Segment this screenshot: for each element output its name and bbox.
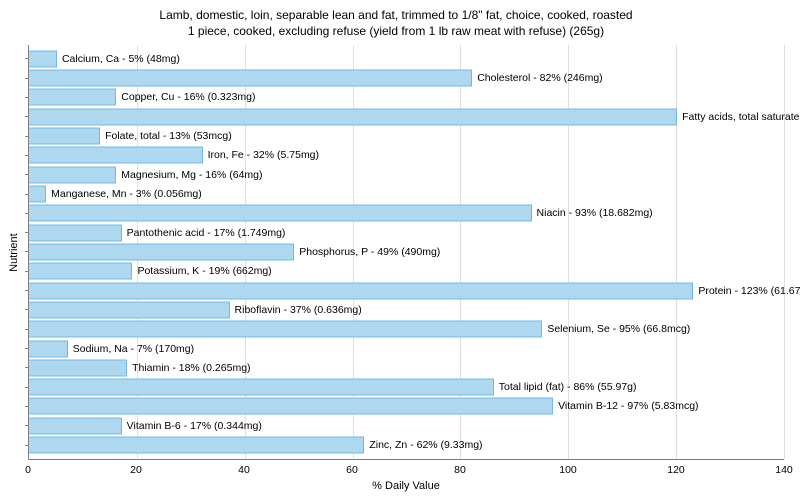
- x-tick-label: 40: [238, 464, 250, 476]
- bar-label: Iron, Fe - 32% (5.75mg): [208, 149, 319, 161]
- plot-area: Calcium, Ca - 5% (48mg) Cholesterol - 82%…: [28, 45, 784, 460]
- y-axis-title: Nutrient: [8, 45, 22, 460]
- bar-row: Pantothenic acid - 17% (1.749mg): [29, 224, 784, 242]
- bar-label: Magnesium, Mg - 16% (64mg): [121, 169, 262, 181]
- bar-label: Calcium, Ca - 5% (48mg): [62, 53, 180, 65]
- bar: [29, 301, 230, 318]
- bar: [29, 186, 46, 203]
- x-tick-label: 80: [454, 464, 466, 476]
- bar-row: Fatty acids, total saturated - 120% (24.…: [29, 108, 784, 126]
- bar-row: Protein - 123% (61.67g): [29, 282, 784, 300]
- bar-label: Zinc, Zn - 62% (9.33mg): [369, 439, 482, 451]
- x-tick-label: 0: [25, 464, 31, 476]
- bar-row: Cholesterol - 82% (246mg): [29, 69, 784, 87]
- bar: [29, 437, 364, 454]
- bar-label: Vitamin B-12 - 97% (5.83mcg): [558, 400, 698, 412]
- bar-row: Manganese, Mn - 3% (0.056mg): [29, 185, 784, 203]
- bar-row: Vitamin B-6 - 17% (0.344mg): [29, 417, 784, 435]
- chart-title-line1: Lamb, domestic, loin, separable lean and…: [38, 8, 754, 24]
- bar: [29, 398, 553, 415]
- bar-row: Selenium, Se - 95% (66.8mcg): [29, 320, 784, 338]
- bar: [29, 166, 116, 183]
- bar: [29, 147, 203, 164]
- chart-title-line2: 1 piece, cooked, excluding refuse (yield…: [38, 24, 754, 40]
- bar-row: Calcium, Ca - 5% (48mg): [29, 50, 784, 68]
- bar-label: Sodium, Na - 7% (170mg): [73, 343, 194, 355]
- bar-row: Potassium, K - 19% (662mg): [29, 262, 784, 280]
- bar-label: Total lipid (fat) - 86% (55.97g): [499, 381, 637, 393]
- x-tick-label: 20: [130, 464, 142, 476]
- bar: [29, 263, 132, 280]
- chart-title: Lamb, domestic, loin, separable lean and…: [8, 8, 784, 45]
- bar: [29, 108, 677, 125]
- bar: [29, 282, 693, 299]
- bar-row: Vitamin B-12 - 97% (5.83mcg): [29, 397, 784, 415]
- x-tick-label: 60: [346, 464, 358, 476]
- bar-row: Zinc, Zn - 62% (9.33mg): [29, 436, 784, 454]
- bar: [29, 50, 57, 67]
- bar-row: Phosphorus, P - 49% (490mg): [29, 243, 784, 261]
- gridline: [784, 45, 785, 459]
- plot-wrapper: Nutrient Calcium, Ca - 5% (48mg) Choleste…: [8, 45, 784, 460]
- bar-row: Iron, Fe - 32% (5.75mg): [29, 146, 784, 164]
- bar: [29, 89, 116, 106]
- bar-label: Copper, Cu - 16% (0.323mg): [121, 91, 255, 103]
- bar-label: Pantothenic acid - 17% (1.749mg): [127, 227, 286, 239]
- bar-label: Riboflavin - 37% (0.636mg): [235, 304, 362, 316]
- bar: [29, 379, 494, 396]
- bar: [29, 70, 472, 87]
- bar: [29, 243, 294, 260]
- bar: [29, 340, 68, 357]
- bar: [29, 205, 532, 222]
- bar-label: Cholesterol - 82% (246mg): [477, 72, 602, 84]
- bar-label: Phosphorus, P - 49% (490mg): [299, 246, 440, 258]
- x-tick-label: 100: [559, 464, 577, 476]
- bar-label: Niacin - 93% (18.682mg): [537, 207, 653, 219]
- bar-label: Folate, total - 13% (53mcg): [105, 130, 232, 142]
- bar-row: Magnesium, Mg - 16% (64mg): [29, 166, 784, 184]
- x-axis-title: % Daily Value: [372, 480, 440, 492]
- bar-label: Potassium, K - 19% (662mg): [137, 265, 271, 277]
- x-tick-label: 120: [667, 464, 685, 476]
- bar: [29, 417, 122, 434]
- bar: [29, 224, 122, 241]
- bars-container: Calcium, Ca - 5% (48mg) Cholesterol - 82%…: [29, 45, 784, 459]
- bar-row: Niacin - 93% (18.682mg): [29, 204, 784, 222]
- bar-label: Fatty acids, total saturated - 120% (24.…: [682, 111, 800, 123]
- x-tick-label: 140: [775, 464, 793, 476]
- bar-row: Total lipid (fat) - 86% (55.97g): [29, 378, 784, 396]
- bar: [29, 321, 542, 338]
- x-axis: % Daily Value 020406080100120140: [28, 460, 784, 492]
- bar-row: Sodium, Na - 7% (170mg): [29, 340, 784, 358]
- bar-row: Copper, Cu - 16% (0.323mg): [29, 88, 784, 106]
- bar-label: Selenium, Se - 95% (66.8mcg): [547, 323, 690, 335]
- bar-row: Thiamin - 18% (0.265mg): [29, 359, 784, 377]
- nutrient-chart: Lamb, domestic, loin, separable lean and…: [0, 0, 800, 500]
- bar-row: Folate, total - 13% (53mcg): [29, 127, 784, 145]
- bar-label: Vitamin B-6 - 17% (0.344mg): [127, 420, 262, 432]
- bar: [29, 359, 127, 376]
- bar-label: Protein - 123% (61.67g): [698, 285, 800, 297]
- bar-label: Thiamin - 18% (0.265mg): [132, 362, 250, 374]
- bar-row: Riboflavin - 37% (0.636mg): [29, 301, 784, 319]
- bar-label: Manganese, Mn - 3% (0.056mg): [51, 188, 202, 200]
- bar: [29, 128, 100, 145]
